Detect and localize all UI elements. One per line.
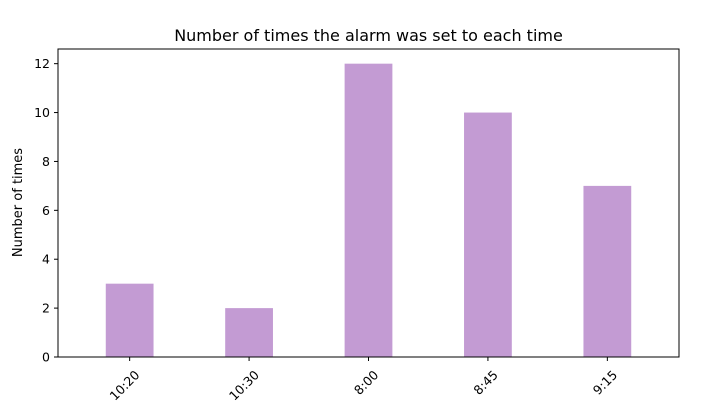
y-tick-label: 8 [42,154,50,169]
y-axis-label: Number of times [11,148,26,257]
x-axis-ticks: 10:20 10:30 8:00 8:45 9:15 [106,357,620,403]
bar-10:30 [225,308,273,357]
x-tick-label: 8:00 [351,367,381,397]
x-tick-label: 10:30 [226,367,262,403]
y-tick-label: 2 [42,301,50,316]
bar-8:00 [344,63,393,358]
bar-9:15 [583,185,632,357]
bar-10:20 [105,283,154,357]
y-tick-label: 4 [42,252,50,267]
plot-frame [57,48,680,358]
y-tick-label: 10 [34,105,50,120]
y-tick-label: 0 [42,350,50,365]
x-tick-label: 8:45 [470,367,500,397]
x-tick-label: 9:15 [590,367,620,397]
bar-8:45 [464,112,512,357]
y-tick-label: 12 [34,56,50,71]
bars [105,63,632,358]
chart-title: Number of times the alarm was set to eac… [174,26,563,45]
y-axis-ticks: 0 2 4 6 8 10 12 [34,56,58,365]
x-tick-label: 10:20 [106,367,142,403]
y-tick-label: 6 [42,203,50,218]
